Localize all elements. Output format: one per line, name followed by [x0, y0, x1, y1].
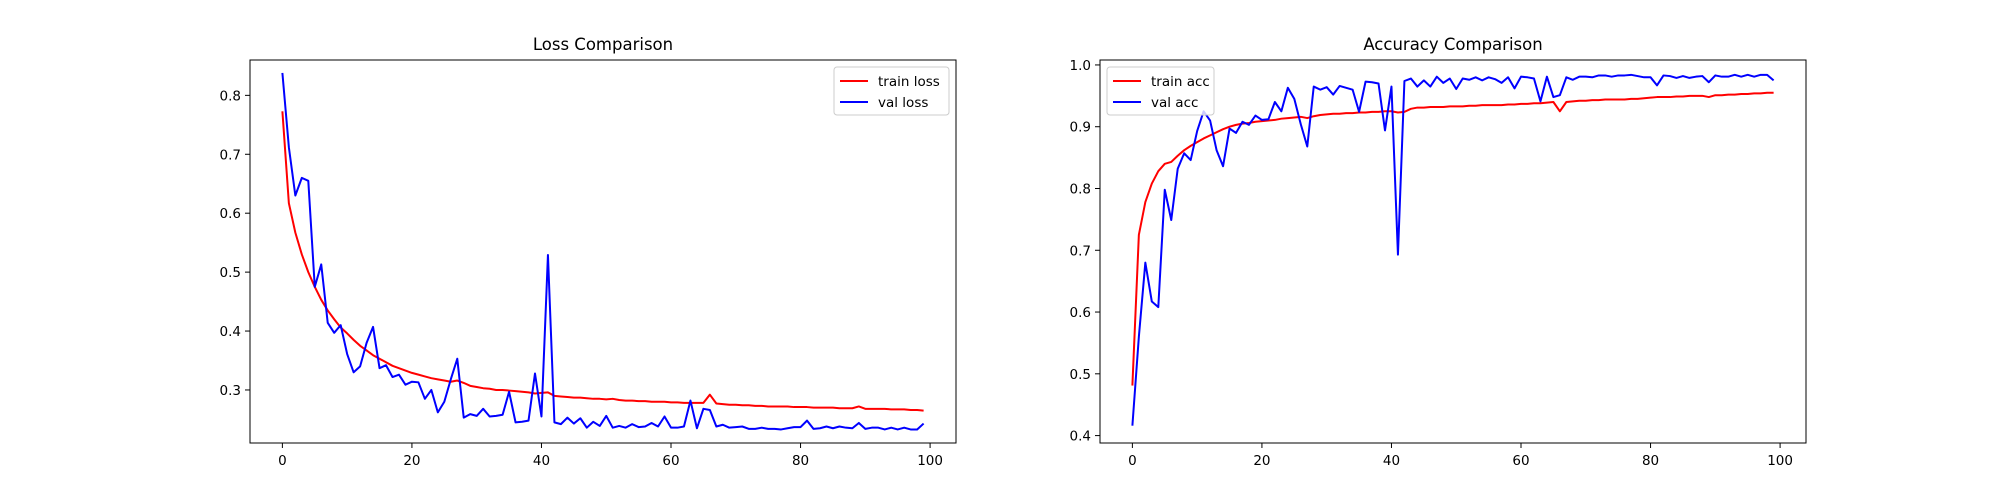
chart-acc: Accuracy Comparison 0 20 40 60 80 100 0.4 0.5 0.6…: [1070, 35, 1807, 469]
x-tick-label: 80: [792, 453, 809, 469]
x-tick-label: 40: [533, 453, 550, 469]
y-tick-label: 0.6: [220, 206, 241, 222]
legend: train loss val loss: [833, 66, 950, 116]
y-tick-label: 0.5: [220, 265, 241, 281]
y-tick-label: 0.9: [1070, 120, 1091, 136]
series-line-val-acc: [1131, 73, 1775, 426]
y-tick-label: 1.0: [1070, 58, 1091, 74]
series-line-val-loss: [281, 72, 925, 431]
x-tick-label: 20: [1253, 453, 1270, 469]
y-tick-label: 0.8: [220, 88, 241, 104]
legend-label: train acc: [1151, 74, 1210, 90]
x-tick-label: 60: [662, 453, 679, 469]
x-tick-label: 60: [1512, 453, 1529, 469]
series-line-train-loss: [281, 111, 924, 412]
chart-title: Loss Comparison: [533, 35, 673, 54]
y-tick-label: 0.7: [220, 147, 241, 163]
y-tick-label: 0.4: [220, 324, 241, 340]
plot-frame: [249, 59, 957, 444]
legend-label: val loss: [878, 95, 928, 111]
legend: train acc val acc: [1106, 66, 1215, 116]
y-tick-label: 0.8: [1070, 181, 1091, 197]
legend-label: train loss: [878, 74, 940, 90]
plot-frame: [1099, 59, 1807, 444]
x-tick-label: 20: [403, 453, 420, 469]
x-tick-label: 0: [278, 453, 287, 469]
y-tick-label: 0.4: [1070, 429, 1091, 445]
y-tick-label: 0.6: [1070, 305, 1091, 321]
x-tick-label: 40: [1383, 453, 1400, 469]
x-tick-label: 100: [1767, 453, 1793, 469]
legend-label: val acc: [1151, 95, 1198, 111]
series-line-train-acc: [1131, 91, 1774, 386]
chart-loss: Loss Comparison 0 20 40 60 80 100 0.3 0.4 0.5 0.6 0…: [220, 35, 957, 469]
y-tick-label: 0.5: [1070, 367, 1091, 383]
x-tick-label: 0: [1128, 453, 1137, 469]
y-tick-label: 0.3: [220, 383, 241, 399]
y-tick-label: 0.7: [1070, 243, 1091, 259]
chart-title: Accuracy Comparison: [1363, 35, 1542, 54]
x-tick-label: 80: [1642, 453, 1659, 469]
x-tick-label: 100: [917, 453, 943, 469]
